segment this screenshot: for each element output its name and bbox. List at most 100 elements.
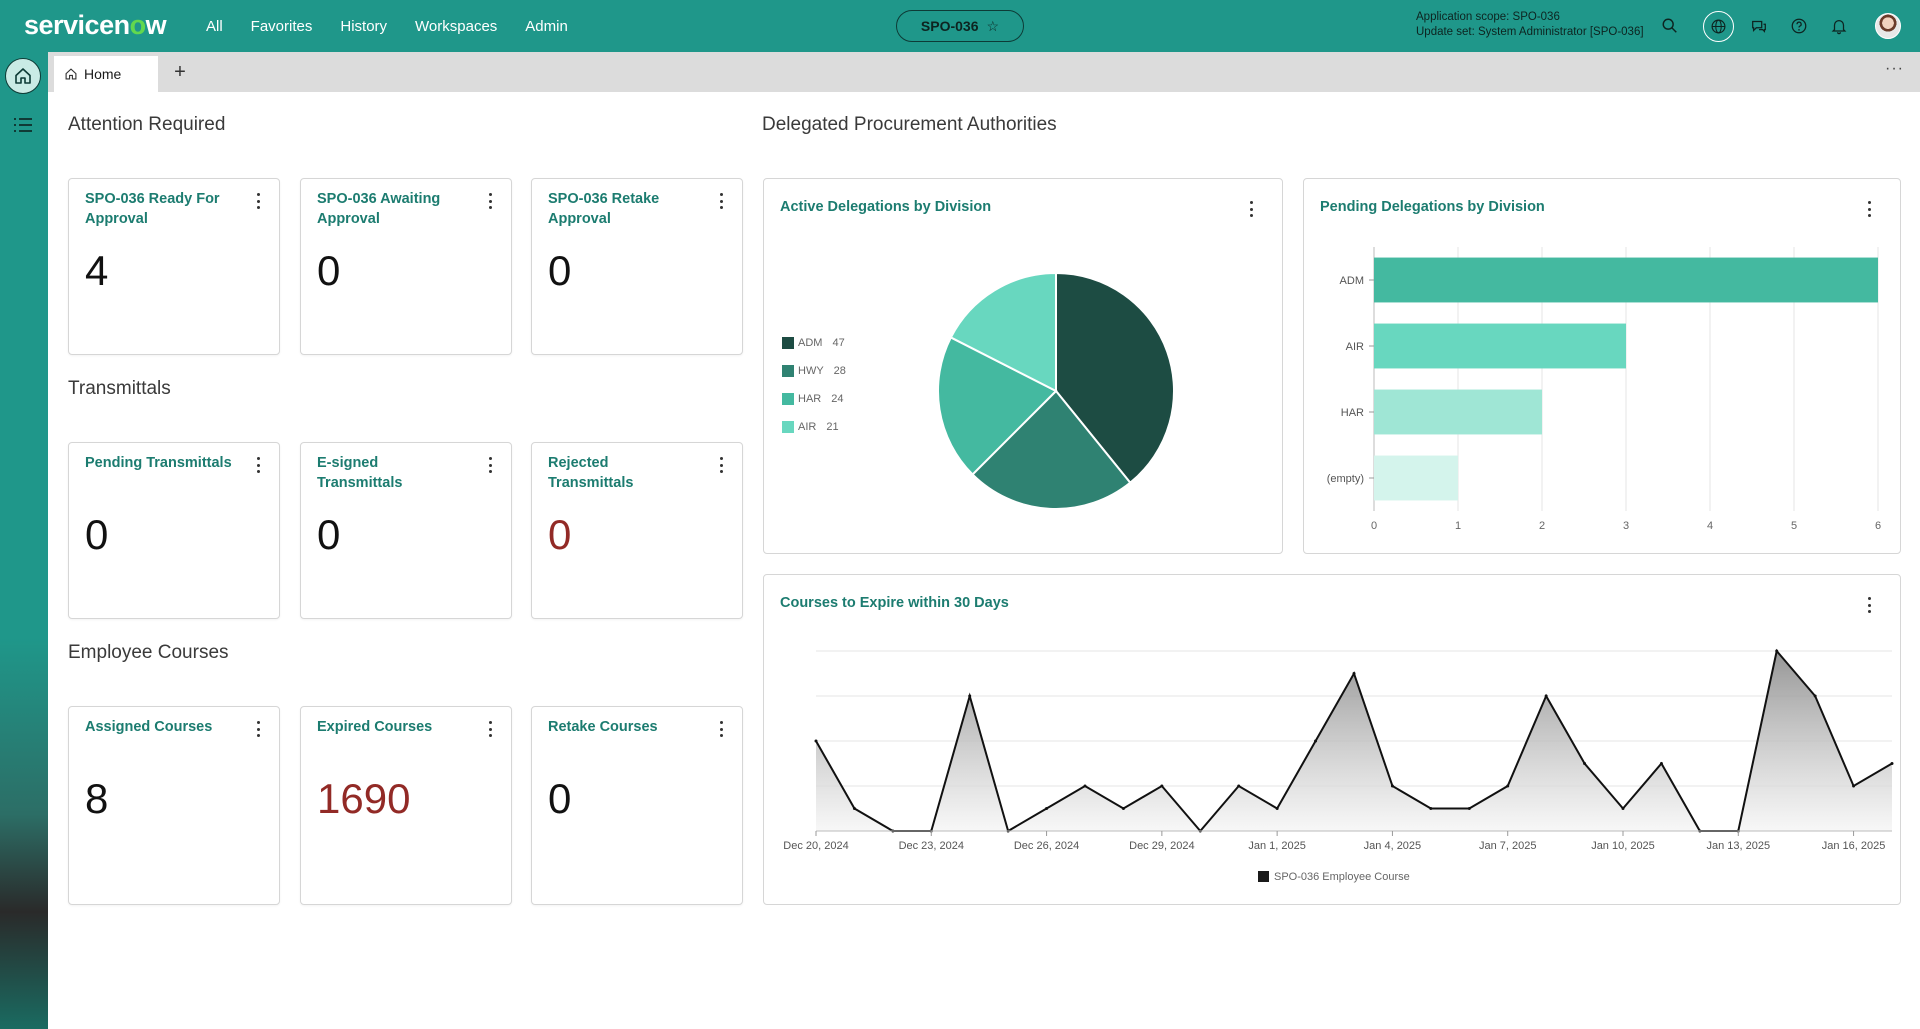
area-point [1390, 784, 1394, 788]
area-legend-label: SPO-036 Employee Course [1274, 871, 1410, 883]
card-menu-icon[interactable] [485, 193, 495, 209]
bar-chart-title[interactable]: Pending Delegations by Division [1320, 199, 1545, 215]
scope-info[interactable]: Application scope: SPO-036 Update set: S… [1416, 10, 1644, 40]
pie-slice-har [937, 336, 1058, 476]
area-point [1429, 807, 1433, 810]
card-value[interactable]: 0 [548, 775, 572, 822]
nav-admin[interactable]: Admin [525, 17, 568, 35]
help-icon[interactable] [1787, 14, 1811, 38]
card-value[interactable]: 0 [548, 511, 572, 558]
pie-legend-item[interactable]: HAR 24 [782, 393, 843, 405]
card-title[interactable]: SPO-036 Ready For Approval [85, 191, 220, 227]
card-value[interactable]: 0 [317, 247, 341, 294]
card-menu-icon[interactable] [485, 457, 495, 473]
legend-swatch [782, 421, 794, 433]
tab-home-label: Home [84, 66, 122, 82]
area-point [1314, 739, 1318, 743]
bar-x-tick-label: 1 [1455, 520, 1461, 532]
area-legend-swatch [1258, 871, 1269, 882]
card-value[interactable]: 8 [85, 775, 109, 822]
list-icon[interactable] [12, 114, 34, 136]
section-title-attention: Attention Required [68, 114, 226, 135]
more-options-icon[interactable]: ··· [1885, 60, 1904, 77]
card-value[interactable]: 0 [548, 247, 572, 294]
area-point [1890, 762, 1894, 765]
pie-slice-hwy [971, 389, 1132, 510]
pie-legend-item[interactable]: HWY 28 [782, 365, 846, 377]
card-title[interactable]: Pending Transmittals [85, 455, 232, 471]
user-avatar[interactable] [1875, 13, 1901, 39]
globe-icon[interactable] [1703, 11, 1734, 42]
home-icon[interactable] [5, 58, 41, 94]
card-menu-icon[interactable] [253, 457, 263, 473]
kpi-card[interactable]: SPO-036 Awaiting Approval 0 [300, 178, 512, 355]
top-header: servicenow All Favorites History Workspa… [0, 0, 1920, 52]
kpi-card[interactable]: E-signed Transmittals 0 [300, 442, 512, 619]
area-chart-title[interactable]: Courses to Expire within 30 Days [780, 595, 1009, 611]
card-menu-icon[interactable] [716, 193, 726, 209]
area-x-tick-label: Jan 4, 2025 [1364, 840, 1422, 852]
card-menu-icon[interactable] [253, 193, 263, 209]
area-point [1583, 762, 1587, 765]
kpi-card[interactable]: Expired Courses 1690 [300, 706, 512, 905]
add-tab-icon[interactable]: + [174, 60, 186, 83]
left-sidebar [0, 52, 48, 1029]
card-menu-icon[interactable] [716, 457, 726, 473]
legend-value: 28 [833, 365, 846, 377]
card-menu-icon[interactable] [716, 721, 726, 737]
bar-empty [1374, 455, 1458, 501]
bar-category-label: (empty) [1327, 473, 1364, 485]
card-title[interactable]: Rejected Transmittals [548, 455, 634, 491]
area-x-tick-label: Dec 20, 2024 [783, 840, 848, 852]
logo-o: o [129, 10, 147, 40]
area-chart-panel: Courses to Expire within 30 Days 02468De… [763, 574, 1901, 905]
area-x-tick-label: Jan 7, 2025 [1479, 840, 1537, 852]
servicenow-logo[interactable]: servicenow [24, 10, 167, 41]
card-menu-icon[interactable] [485, 721, 495, 737]
bar-x-tick-label: 2 [1539, 520, 1545, 532]
card-title[interactable]: E-signed Transmittals [317, 455, 403, 491]
bar-category-label: HAR [1341, 407, 1364, 419]
nav-all[interactable]: All [206, 17, 223, 35]
bar-category-label: ADM [1340, 275, 1364, 287]
kpi-card[interactable]: SPO-036 Retake Approval 0 [531, 178, 743, 355]
card-title[interactable]: Expired Courses [317, 719, 433, 735]
kpi-card[interactable]: Rejected Transmittals 0 [531, 442, 743, 619]
card-title[interactable]: Retake Courses [548, 719, 658, 735]
kpi-card[interactable]: Retake Courses 0 [531, 706, 743, 905]
card-value[interactable]: 4 [85, 247, 109, 294]
star-icon[interactable]: ☆ [986, 17, 1000, 34]
card-title[interactable]: SPO-036 Retake Approval [548, 191, 660, 227]
card-title[interactable]: Assigned Courses [85, 719, 213, 735]
card-value[interactable]: 0 [85, 511, 109, 558]
card-value[interactable]: 0 [317, 511, 341, 558]
area-point [1467, 807, 1471, 810]
card-value[interactable]: 1690 [317, 775, 411, 822]
bar-chart-panel: Pending Delegations by Division 0 1 2 3 4 5 6 A… [1303, 178, 1901, 554]
scope-pill-label: SPO-036 [920, 18, 979, 34]
pie-legend-item[interactable]: AIR 21 [782, 421, 839, 433]
scope-pill-button[interactable]: SPO-036 ☆ [896, 10, 1024, 42]
panel-menu-icon[interactable] [1864, 597, 1874, 613]
area-point [1275, 807, 1279, 810]
panel-menu-icon[interactable] [1864, 201, 1874, 217]
pie-legend-item[interactable]: ADM 47 [782, 337, 845, 349]
card-title[interactable]: SPO-036 Awaiting Approval [317, 191, 441, 227]
tab-home[interactable]: Home [54, 56, 158, 92]
chat-icon[interactable] [1747, 14, 1771, 38]
bell-icon[interactable] [1827, 14, 1851, 38]
nav-favorites[interactable]: Favorites [250, 17, 313, 35]
nav-history[interactable]: History [340, 17, 388, 35]
bar-har [1374, 389, 1542, 435]
card-menu-icon[interactable] [253, 721, 263, 737]
pie-chart-title[interactable]: Active Delegations by Division [780, 199, 992, 215]
search-icon[interactable] [1658, 14, 1682, 38]
kpi-card[interactable]: Assigned Courses 8 [68, 706, 280, 905]
nav-workspaces[interactable]: Workspaces [415, 17, 498, 35]
kpi-card[interactable]: Pending Transmittals 0 [68, 442, 280, 619]
panel-menu-icon[interactable] [1246, 201, 1256, 217]
legend-value: 24 [831, 393, 844, 405]
bar-x-tick-label: 0 [1371, 520, 1377, 532]
area-point [1160, 784, 1164, 788]
kpi-card[interactable]: SPO-036 Ready For Approval 4 [68, 178, 280, 355]
